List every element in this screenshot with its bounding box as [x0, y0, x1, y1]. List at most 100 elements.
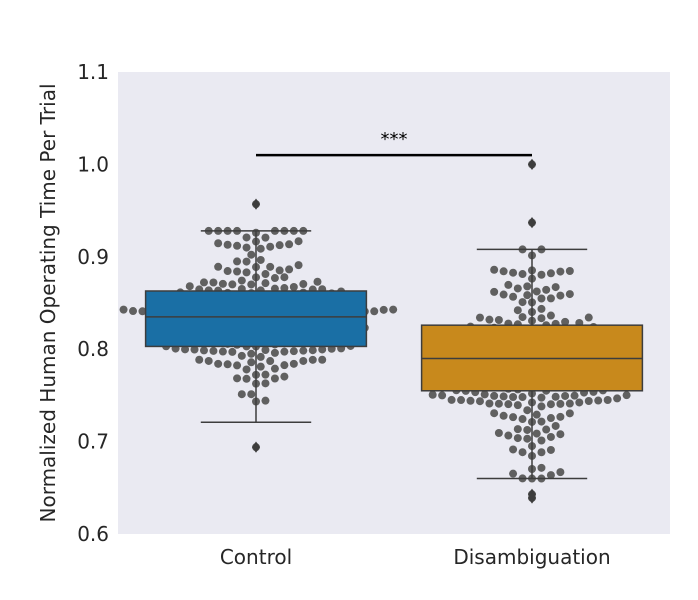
swarm-point [509, 268, 518, 277]
y-tick-label: 0.9 [77, 245, 109, 269]
swarm-point [518, 270, 527, 279]
swarm-point [509, 292, 518, 301]
swarm-point [261, 346, 270, 355]
swarm-point [233, 241, 242, 250]
swarm-point [532, 287, 541, 296]
swarm-point [242, 243, 251, 252]
outlier-marker [252, 441, 260, 453]
swarm-point [308, 346, 317, 355]
swarm-point [532, 429, 541, 438]
y-axis-ticks: 0.6 0.7 0.8 0.9 1.0 1.1 [77, 60, 109, 546]
swarm-point [299, 280, 308, 289]
swarm-point [280, 372, 289, 381]
swarm-point [237, 351, 246, 360]
y-tick-label: 1.1 [77, 60, 109, 84]
swarm-point [513, 306, 522, 315]
swarm-point [518, 393, 527, 402]
swarm-point [622, 391, 631, 400]
swarm-point [289, 347, 298, 356]
swarm-point [270, 364, 279, 373]
swarm-point [546, 311, 555, 320]
x-axis-ticks: Control Disambiguation [220, 545, 611, 569]
swarm-point [570, 391, 579, 400]
swarm-point [285, 265, 294, 274]
swarm-point [499, 267, 508, 276]
swarm-point [299, 346, 308, 355]
swarm-point [518, 448, 527, 457]
boxes-layer [144, 158, 644, 504]
swarm-point [247, 390, 256, 399]
swarm-point [233, 361, 242, 370]
swarm-point [485, 399, 494, 408]
swarm-point [556, 430, 565, 439]
swarm-point [223, 360, 232, 369]
x-tick-label: Control [220, 545, 292, 569]
swarm-point [537, 463, 546, 472]
swarm-point [490, 391, 499, 400]
swarm-point [266, 242, 275, 251]
swarm-point [233, 257, 242, 266]
swarm-point [237, 276, 246, 285]
swarm-point [537, 294, 546, 303]
swarm-point [294, 261, 303, 270]
swarm-point [594, 396, 603, 405]
swarm-point [447, 395, 456, 404]
significance-label: *** [381, 129, 408, 150]
swarm-point [490, 409, 499, 418]
swarm-point [247, 358, 256, 367]
swarm-point [575, 398, 584, 407]
swarm-point [261, 379, 270, 388]
swarm-point [308, 355, 317, 364]
swarm-point [499, 392, 508, 401]
swarm-point [556, 468, 565, 477]
outlier-marker [528, 492, 536, 504]
swarm-point [518, 298, 527, 307]
box-disambiguation [420, 158, 644, 504]
swarm-point [256, 244, 265, 253]
swarm-point [556, 399, 565, 408]
swarm-point [542, 285, 551, 294]
swarm-point [275, 266, 284, 275]
swarm-point [129, 307, 138, 316]
swarm-point [218, 279, 227, 288]
y-axis-label: Normalized Human Operating Time Per Tria… [36, 83, 60, 522]
swarm-point [499, 411, 508, 420]
swarm-point [537, 417, 546, 426]
swarm-point [537, 304, 546, 313]
swarm-point [546, 445, 555, 454]
swarm-point [270, 348, 279, 357]
swarm-point [438, 391, 447, 400]
swarm-point [523, 406, 532, 415]
swarm-point [504, 400, 513, 409]
swarm-point [214, 359, 223, 368]
swarm-point [275, 241, 284, 250]
swarm-point [546, 400, 555, 409]
swarm-point [551, 392, 560, 401]
swarm-point [546, 432, 555, 441]
swarm-point [247, 349, 256, 358]
swarm-point [546, 414, 555, 423]
swarm-point [565, 266, 574, 275]
box-control [144, 198, 368, 453]
swarm-point [379, 305, 388, 314]
swarm-point [242, 257, 251, 266]
y-tick-label: 1.0 [77, 152, 109, 176]
swarm-point [551, 421, 560, 430]
swarm-point [294, 237, 303, 246]
swarm-point [119, 305, 128, 314]
swarm-point [542, 425, 551, 434]
swarm-point [242, 268, 251, 277]
swarm-point [494, 399, 503, 408]
swarm-point [509, 392, 518, 401]
swarm-point [457, 396, 466, 405]
swarm-point [556, 412, 565, 421]
swarm-point [209, 278, 218, 287]
swarm-point [523, 282, 532, 291]
swarm-point [266, 262, 275, 271]
swarm-point [242, 365, 251, 374]
swarm-point [509, 469, 518, 478]
swarm-point [490, 287, 499, 296]
swarm-point [242, 233, 251, 242]
swarm-point [561, 391, 570, 400]
swarm-point [565, 409, 574, 418]
